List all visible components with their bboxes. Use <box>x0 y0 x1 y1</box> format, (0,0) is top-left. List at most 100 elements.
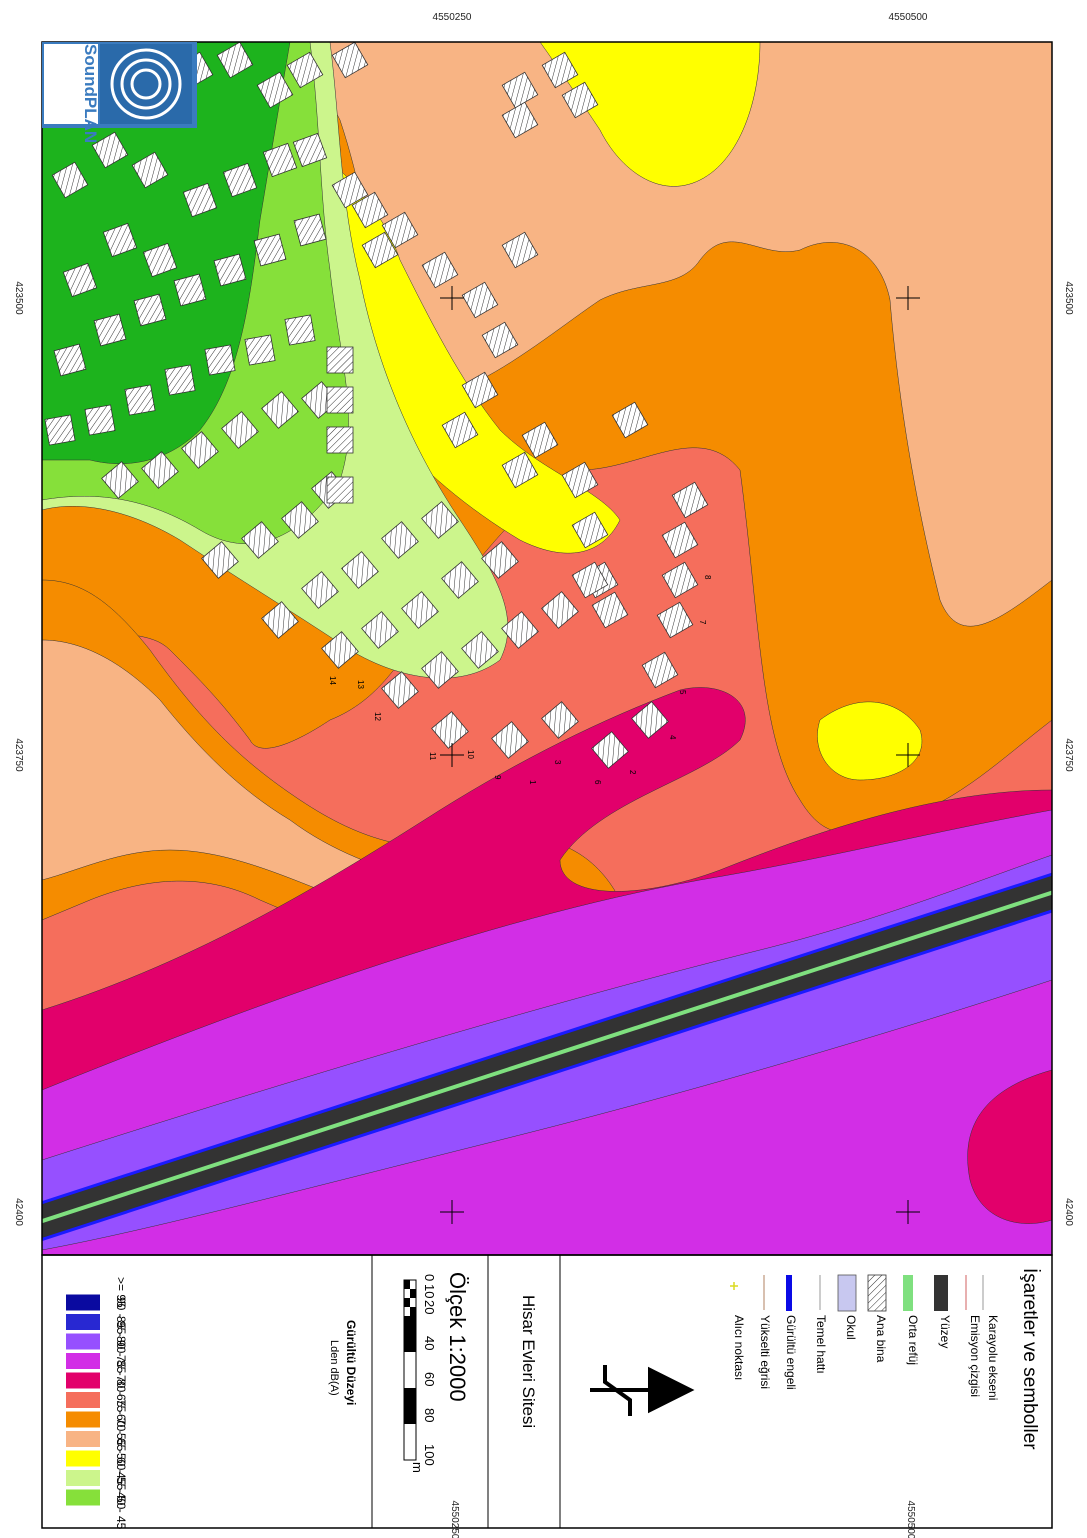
noise-swatch <box>66 1294 100 1311</box>
receiver-label: 7 <box>698 620 707 625</box>
building <box>331 171 369 209</box>
coord-top-2: 4550500 <box>889 12 928 23</box>
noise-swatch <box>66 1470 100 1486</box>
noise-swatch <box>66 1333 100 1350</box>
building <box>133 293 167 327</box>
building <box>661 521 699 559</box>
building <box>361 611 399 649</box>
coord-left-3: 42400 <box>13 1198 24 1226</box>
receiver-label: 4 <box>668 735 677 740</box>
building <box>253 233 287 267</box>
building <box>182 182 218 218</box>
zone-75-80-south <box>967 1069 1052 1224</box>
scale-bar <box>403 1279 417 1461</box>
building <box>631 701 669 739</box>
legend-symbols <box>730 1274 984 1312</box>
building <box>181 431 219 469</box>
receiver-label: 10 <box>466 750 475 759</box>
receiver-label: 8 <box>703 575 712 580</box>
receiver-label: 14 <box>328 676 337 685</box>
building <box>441 561 479 599</box>
noise-swatch <box>66 1314 100 1330</box>
building <box>326 426 354 454</box>
building <box>561 461 599 499</box>
noise-title: Gürültü Düzeyi <box>344 1320 358 1406</box>
building <box>204 344 236 376</box>
building <box>361 231 399 269</box>
building <box>142 242 178 278</box>
legend-item-temel-hatti: Temel hattı <box>814 1315 828 1374</box>
coord-left-1: 423500 <box>13 281 24 315</box>
building <box>173 273 207 307</box>
building <box>541 701 579 739</box>
scale-tick-0: 0 <box>422 1274 437 1282</box>
building <box>501 231 539 269</box>
coord-bottom-1: 4550250 <box>449 1501 460 1538</box>
legend-item-okul: Okul <box>844 1315 858 1340</box>
building <box>293 213 327 247</box>
building <box>84 404 116 436</box>
noise-class-label: >= 95 <box>114 1277 128 1308</box>
building <box>501 101 539 139</box>
building <box>321 631 359 669</box>
legend-item-ana-bina: Ana bina <box>874 1315 888 1363</box>
building <box>51 161 89 199</box>
noise-swatch <box>66 1450 100 1467</box>
building <box>461 281 499 319</box>
noise-unit: Lden dB(A) <box>328 1340 340 1396</box>
building <box>331 42 369 79</box>
soundplan-wordmark: SoundPLAN <box>81 44 100 144</box>
legend-item-karayolu: Karayolu ekseni <box>986 1315 1000 1401</box>
noise-swatches <box>66 1294 100 1506</box>
building <box>591 731 629 769</box>
building <box>381 211 419 249</box>
building <box>501 451 539 489</box>
receiver-label: 2 <box>628 770 637 775</box>
zone-80-85-south <box>42 979 1052 1255</box>
legend-item-alici: Alıcı noktası <box>732 1315 746 1381</box>
coord-bottom-2: 4550500 <box>905 1501 916 1538</box>
noise-swatch <box>66 1411 100 1428</box>
north-arrow-icon <box>590 1365 695 1416</box>
legend-title: İşaretler ve semboller <box>1019 1268 1040 1450</box>
building <box>62 262 98 298</box>
building <box>571 511 609 549</box>
building <box>481 321 519 359</box>
building <box>286 51 324 89</box>
building <box>261 601 299 639</box>
building <box>561 81 599 119</box>
building <box>461 371 499 409</box>
road-median <box>42 890 1052 1224</box>
receiver-label: 1 <box>528 780 537 785</box>
building <box>591 591 629 629</box>
receiver-label: 9 <box>493 775 502 780</box>
building <box>421 251 459 289</box>
noise-swatch <box>66 1353 100 1369</box>
building <box>481 541 519 579</box>
building <box>131 151 169 189</box>
building <box>381 671 419 709</box>
building <box>431 711 469 749</box>
legend-item-yuzey: Yüzey <box>938 1315 952 1349</box>
building <box>421 651 459 689</box>
building <box>641 651 679 689</box>
scale-unit: m <box>410 1462 425 1473</box>
legend-item-gurultu-engeli: Gürültü engeli <box>784 1315 798 1390</box>
coord-top-1: 4550250 <box>433 12 472 23</box>
building <box>421 501 459 539</box>
building <box>102 222 138 258</box>
noise-swatch <box>66 1372 100 1389</box>
building <box>292 132 328 168</box>
building <box>461 631 499 669</box>
building <box>124 384 156 416</box>
building <box>44 414 76 446</box>
building <box>541 591 579 629</box>
coord-left-2: 423750 <box>13 738 24 772</box>
scale-tick-10: 10 <box>422 1284 437 1299</box>
coord-right-3: 42400 <box>1063 1198 1074 1226</box>
receiver-label: 6 <box>593 780 602 785</box>
building <box>93 313 127 347</box>
